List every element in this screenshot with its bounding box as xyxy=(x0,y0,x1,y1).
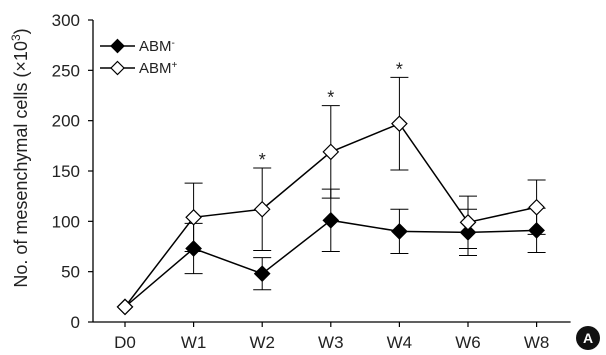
y-axis-title-main: No. of mesenchymal cells ( xyxy=(11,72,31,288)
axes: 0 50 100 150 200 250 300 D0 W1 W2 W3 W4 W6 W8 xyxy=(52,11,571,352)
data-point xyxy=(322,211,340,229)
data-point xyxy=(185,240,202,257)
data-point xyxy=(253,200,271,218)
y-axis-title-exp: 3 xyxy=(9,34,23,41)
plot-area: * * * xyxy=(116,59,546,316)
legend-marker xyxy=(110,38,125,54)
x-tick-label: W8 xyxy=(524,333,550,352)
data-point xyxy=(528,198,545,216)
svg-text:No. of mesenchymal cells (×103: No. of mesenchymal cells (×103) xyxy=(9,28,31,287)
panel-label-text: A xyxy=(583,330,593,346)
legend-label: ABM+ xyxy=(139,60,178,77)
y-tick-label: 300 xyxy=(52,11,80,30)
y-tick-label: 150 xyxy=(52,162,80,181)
data-point xyxy=(253,265,271,283)
legend-marker xyxy=(110,60,125,76)
significance-star: * xyxy=(327,88,334,108)
legend-label: ABM- xyxy=(139,38,175,55)
significance-star: * xyxy=(259,150,266,170)
series-markers xyxy=(116,115,545,316)
x-tick-label: W1 xyxy=(181,333,207,352)
x-tick-label: W2 xyxy=(249,333,275,352)
legend: ABM- ABM+ xyxy=(100,38,178,77)
data-point xyxy=(322,143,340,161)
y-tick-label: 50 xyxy=(61,263,80,282)
panel-label-circle xyxy=(576,326,600,350)
x-tick-label: W6 xyxy=(455,333,481,352)
x-tick-label: D0 xyxy=(114,333,136,352)
y-axis-title-close: ) xyxy=(11,28,31,34)
y-tick-label: 0 xyxy=(71,313,80,332)
data-point xyxy=(459,224,477,241)
series-abm-plus xyxy=(124,76,546,308)
y-tick-label: 100 xyxy=(52,212,80,231)
series-markers xyxy=(116,211,545,316)
y-axis-title: No. of mesenchymal cells (×103) xyxy=(9,28,31,287)
panel-label-badge: A xyxy=(576,326,600,350)
data-point xyxy=(528,222,545,239)
data-point xyxy=(459,213,477,231)
y-tick-label: 250 xyxy=(52,61,80,80)
data-point xyxy=(391,223,408,240)
data-point xyxy=(391,115,408,133)
y-axis-title-unit: ×10 xyxy=(11,41,31,72)
x-tick-label: W3 xyxy=(318,333,344,352)
x-tick-label: W4 xyxy=(387,333,413,352)
y-tick-label: 200 xyxy=(52,112,80,131)
data-point xyxy=(116,298,134,316)
significance-star: * xyxy=(396,59,403,79)
data-point xyxy=(185,208,202,226)
